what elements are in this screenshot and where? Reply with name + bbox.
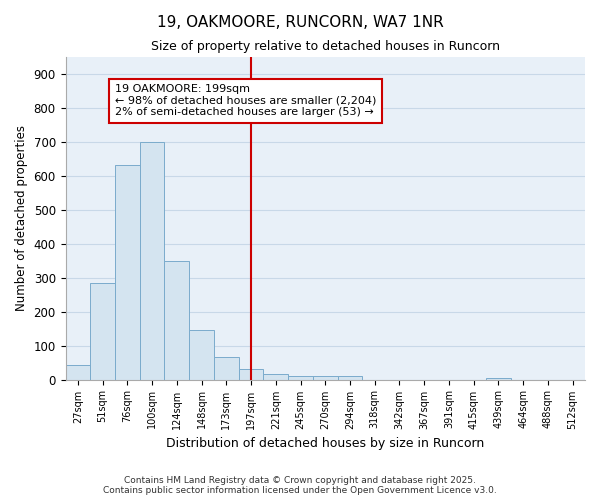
Bar (115, 165, 140, 380)
Bar (486, 378, 511, 380)
Bar (90, 283, 115, 380)
Bar (140, 142, 164, 380)
Bar (338, 376, 362, 380)
Title: Size of property relative to detached houses in Runcorn: Size of property relative to detached ho… (151, 40, 500, 53)
Bar (239, 370, 263, 380)
Bar (214, 358, 239, 380)
Bar (288, 376, 313, 380)
X-axis label: Distribution of detached houses by size in Runcorn: Distribution of detached houses by size … (166, 437, 484, 450)
Bar (164, 260, 189, 380)
Bar (263, 374, 288, 380)
Bar (189, 330, 214, 380)
Y-axis label: Number of detached properties: Number of detached properties (15, 126, 28, 312)
Text: Contains HM Land Registry data © Crown copyright and database right 2025.
Contai: Contains HM Land Registry data © Crown c… (103, 476, 497, 495)
Text: 19, OAKMOORE, RUNCORN, WA7 1NR: 19, OAKMOORE, RUNCORN, WA7 1NR (157, 15, 443, 30)
Bar (313, 376, 338, 380)
Bar (65, 366, 90, 380)
Text: 19 OAKMOORE: 199sqm
← 98% of detached houses are smaller (2,204)
2% of semi-deta: 19 OAKMOORE: 199sqm ← 98% of detached ho… (115, 84, 376, 117)
